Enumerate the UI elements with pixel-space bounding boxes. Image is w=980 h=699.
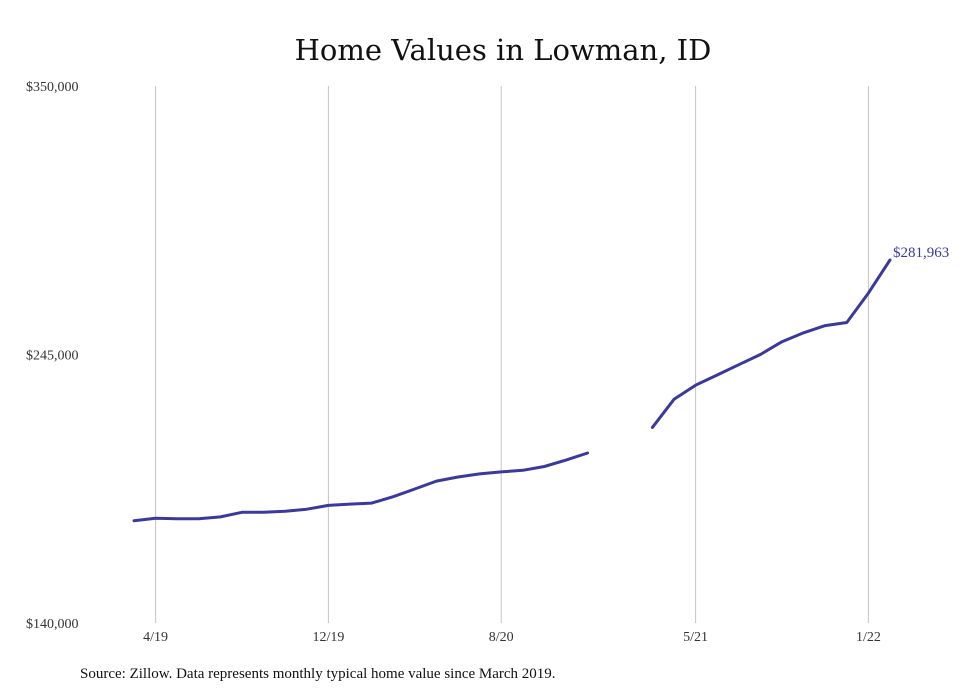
x-tick-label: 4/19 (143, 630, 168, 645)
home-value-line (132, 258, 892, 523)
x-axis-ticks: 4/19 12/19 8/20 5/21 1/22 (143, 630, 881, 645)
series-line (132, 258, 892, 523)
end-value-label: $281,963 (893, 245, 949, 261)
y-axis-ticks: $140,000 $245,000 $350,000 (26, 80, 79, 632)
x-tick-label: 8/20 (489, 630, 514, 645)
gridlines (155, 86, 869, 623)
source-note: Source: Zillow. Data represents monthly … (80, 666, 556, 682)
chart-title: Home Values in Lowman, ID (295, 33, 712, 67)
y-tick-label: $350,000 (26, 80, 79, 95)
y-tick-label: $245,000 (26, 349, 79, 364)
x-tick-label: 12/19 (312, 630, 344, 645)
x-tick-label: 5/21 (683, 630, 708, 645)
y-tick-label: $140,000 (26, 617, 79, 632)
x-tick-label: 1/22 (856, 630, 881, 645)
